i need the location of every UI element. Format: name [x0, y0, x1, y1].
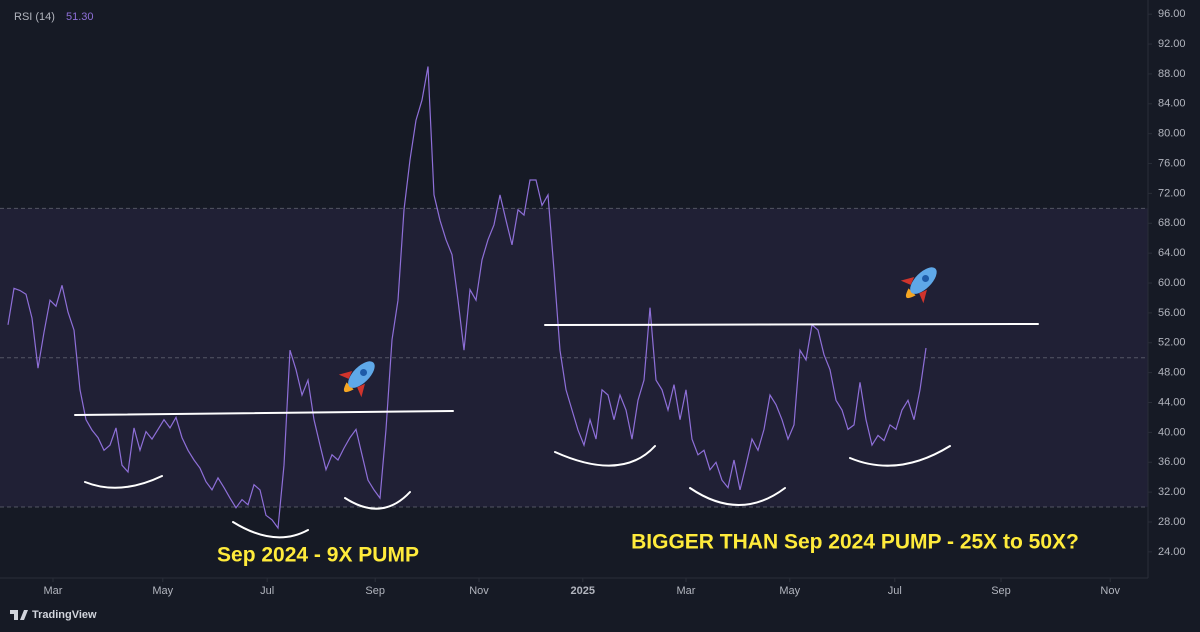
curve — [232, 521, 309, 539]
x-tick-label: Nov — [469, 585, 489, 597]
curve — [689, 487, 786, 506]
y-tick-label: 68.00 — [1158, 217, 1186, 229]
y-tick-label: 24.00 — [1158, 546, 1186, 558]
y-tick-label: 96.00 — [1158, 8, 1186, 20]
y-tick-label: 40.00 — [1158, 426, 1186, 438]
y-tick-label: 52.00 — [1158, 337, 1186, 349]
x-tick-label: Sep — [991, 585, 1011, 597]
y-tick-label: 28.00 — [1158, 516, 1186, 528]
y-tick-label: 72.00 — [1158, 187, 1186, 199]
curve — [849, 445, 951, 467]
annotation: BIGGER THAN Sep 2024 PUMP - 25X to 50X? — [631, 531, 1079, 554]
y-tick-label: 32.00 — [1158, 486, 1186, 498]
y-tick-label: 56.00 — [1158, 307, 1186, 319]
y-tick-label: 44.00 — [1158, 396, 1186, 408]
rocket-icon — [900, 267, 937, 304]
y-tick-label: 80.00 — [1158, 128, 1186, 140]
trendline — [544, 323, 1039, 326]
y-tick-label: 60.00 — [1158, 277, 1186, 289]
x-tick-label: May — [779, 585, 800, 597]
rsi-line — [7, 66, 927, 530]
x-tick-label: May — [152, 585, 173, 597]
x-tick-label: Jul — [260, 585, 274, 597]
curve — [344, 491, 411, 510]
plot-area — [0, 66, 1148, 530]
legend-label: RSI (14) — [14, 11, 55, 23]
x-tick-label: Mar — [677, 585, 696, 597]
y-tick-label: 36.00 — [1158, 456, 1186, 468]
annotation: Sep 2024 - 9X PUMP — [217, 544, 419, 567]
logo-text: TradingView — [32, 609, 97, 621]
trendline — [74, 410, 454, 416]
x-tick-label: Jul — [888, 585, 902, 597]
y-tick-label: 92.00 — [1158, 38, 1186, 50]
rocket-icon — [338, 361, 375, 398]
drawings — [74, 323, 1039, 539]
logo: TradingView — [10, 609, 97, 621]
x-tick-label: 2025 — [571, 585, 595, 597]
curve — [84, 475, 163, 489]
x-tick-label: Sep — [365, 585, 385, 597]
y-tick-label: 84.00 — [1158, 98, 1186, 110]
x-tick-label: Nov — [1100, 585, 1120, 597]
y-tick-label: 76.00 — [1158, 157, 1186, 169]
x-tick-label: Mar — [44, 585, 63, 597]
y-tick-label: 64.00 — [1158, 247, 1186, 259]
legend-value: 51.30 — [66, 11, 94, 23]
y-tick-label: 88.00 — [1158, 68, 1186, 80]
y-tick-label: 48.00 — [1158, 367, 1186, 379]
curve — [554, 445, 656, 467]
